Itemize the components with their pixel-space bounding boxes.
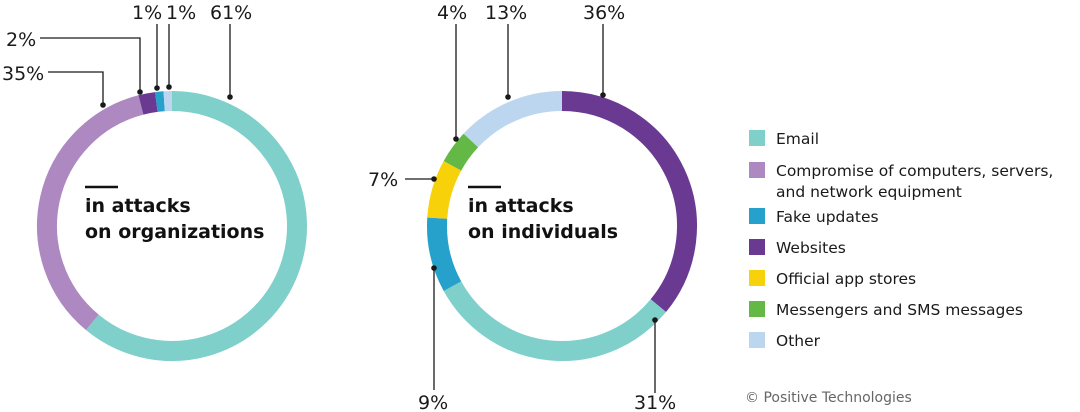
leader-dot-messengers: [453, 136, 459, 142]
center-label-line2: on organizations: [85, 221, 264, 243]
slice-compromise: [37, 95, 144, 331]
pct-label-websites: 2%: [6, 29, 36, 51]
legend-label-email: Email: [776, 130, 819, 148]
legend-swatch-email: [749, 130, 765, 146]
leader-dot-websites: [600, 92, 606, 98]
legend-label-compromise: and network equipment: [776, 183, 962, 201]
leader-dot-other: [166, 84, 172, 90]
center-label-line2: on individuals: [468, 221, 618, 243]
leader-dot-fake-updates: [154, 85, 160, 91]
legend-label-compromise: Compromise of computers, servers,: [776, 162, 1053, 180]
legend-label-other: Other: [776, 332, 821, 350]
leader-line-compromise: [48, 71, 104, 105]
callouts-organizations: [40, 24, 231, 105]
slice-app-stores: [427, 160, 462, 220]
center-label-line1: in attacks: [468, 195, 574, 217]
leader-dot-email: [227, 94, 233, 100]
slice-fake-updates: [427, 217, 462, 292]
pct-label-websites: 36%: [583, 2, 625, 24]
pct-label-email: 31%: [634, 392, 676, 412]
legend-swatch-compromise: [749, 162, 765, 178]
pct-label-app-stores: 7%: [368, 169, 398, 191]
legend-swatch-other: [749, 332, 765, 348]
legend-swatch-fake-updates: [749, 208, 765, 224]
legend-swatch-websites: [749, 239, 765, 255]
slice-websites: [138, 92, 158, 115]
center-label-line1: in attacks: [85, 195, 191, 217]
leader-dot-other: [505, 94, 511, 100]
legend-label-app-stores: Official app stores: [776, 270, 916, 288]
leader-dot-app-stores: [431, 176, 437, 182]
slice-email: [443, 281, 667, 361]
pct-label-other: 13%: [485, 2, 527, 24]
pct-label-fake-updates: 9%: [418, 392, 448, 412]
pct-label-email: 61%: [210, 2, 252, 24]
donut-organizations: in attacks on organizations 61% 35% 2% 1…: [2, 2, 307, 361]
slice-websites: [561, 91, 697, 313]
donut-individuals: in attacks on individuals 36% 31% 9% 7% …: [368, 2, 697, 412]
leader-dot-fake-updates: [431, 265, 437, 271]
pct-label-fake-updates: 1%: [132, 2, 162, 24]
legend: Email Compromise of computers, servers, an…: [749, 130, 1053, 350]
legend-swatch-messengers: [749, 301, 765, 317]
pct-label-messengers: 4%: [437, 2, 467, 24]
leader-dot-compromise: [100, 102, 106, 108]
slice-messengers: [443, 133, 479, 171]
callouts-individuals: [405, 24, 656, 393]
slice-other: [463, 91, 563, 148]
credit: © Positive Technologies: [745, 390, 912, 406]
leader-dot-websites: [137, 89, 143, 95]
slice-email: [85, 91, 307, 361]
legend-label-websites: Websites: [776, 239, 846, 257]
pct-label-other: 1%: [166, 2, 196, 24]
slice-fake-updates: [155, 91, 165, 112]
pct-label-compromise: 35%: [2, 63, 44, 85]
legend-label-fake-updates: Fake updates: [776, 208, 879, 226]
legend-swatch-app-stores: [749, 270, 765, 286]
leader-line-websites: [40, 37, 141, 92]
legend-label-messengers: Messengers and SMS messages: [776, 301, 1023, 319]
leader-dot-email: [652, 317, 658, 323]
